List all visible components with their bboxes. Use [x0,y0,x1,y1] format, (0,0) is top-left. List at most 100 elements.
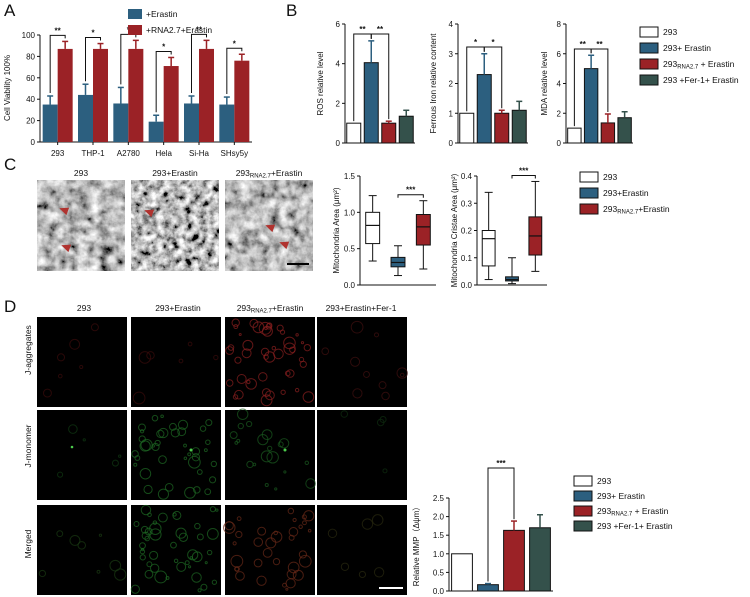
y-tick-label: 80 [26,52,35,61]
cell-signal [158,427,169,439]
cell-signal [172,512,177,517]
cell-signal [147,512,152,518]
fluor-col-label-4: 293+Erastin+Fer-1 [326,303,397,313]
bar [128,48,144,142]
cell-signal [305,478,316,489]
cell-signal [204,561,208,565]
cell-signal [189,448,193,452]
cell-signal [184,486,196,499]
significance-label: ** [55,26,62,35]
cell-signal [199,425,207,432]
cell-signal [237,422,244,430]
chart-b2: 0 1 2 3 4 Ferrous Iron relative content * * [429,20,528,148]
cell-signal [295,333,299,337]
cell-signal [263,354,269,360]
cell-signal [42,388,52,398]
significance-label: ** [196,25,203,34]
legend-swatch [639,74,659,86]
legend-label: 293 +Fer-1+ Erastin [663,75,739,85]
fluorescence-image [131,410,221,500]
cell-signal [134,455,141,461]
bar [459,112,475,144]
y-tick-label: 2 [336,99,341,108]
cell-signal [258,372,268,382]
cell-signal [249,318,259,328]
cell-signal [132,391,146,405]
bar [57,48,73,142]
fluorescence-image [225,410,315,500]
significance-bracket [511,174,536,179]
x-tick-label: THP-1 [81,149,105,158]
cell-signal [304,460,310,466]
bar [234,60,250,142]
significance-label: ** [377,25,384,34]
significance-label: * [91,29,95,38]
cell-signal [283,342,296,355]
cell-signal [280,389,286,395]
cell-signal [378,381,387,390]
legend-swatch [579,187,599,199]
cell-signal [144,535,150,542]
y-tick-label: 0.5 [433,568,445,577]
legend-label: +RNA2.7+Erastin [146,25,212,35]
y-tick-label: 0.0 [344,281,356,290]
cell-signal [114,568,127,581]
legend-swatch [573,520,593,532]
bar [363,62,379,144]
legend-swatch [639,26,659,38]
cell-signal [227,344,235,351]
cell-signal [235,530,243,539]
cell-signal [352,388,363,399]
fluor-col-label-1: 293 [77,303,91,313]
cell-signal [381,391,390,401]
cell-signal [232,394,239,400]
x-tick-label: Hela [155,149,172,158]
cell-signal [209,506,216,513]
y-axis-label: ROS relative level [316,51,325,115]
cell-signal [146,351,155,360]
legend-a: +Erastin +RNA2.7+Erastin [128,9,212,35]
cell-signal [256,575,267,586]
cell-signal [196,469,203,475]
bar [346,122,362,144]
cell-signal [169,422,177,431]
cell-signal [158,455,167,464]
em-image-group [37,180,313,271]
significance-label: * [491,38,495,47]
cell-signal [302,391,315,403]
arrow-marker [61,244,72,253]
cell-signal [374,332,380,338]
cell-signal [176,561,187,572]
cell-signal [363,371,370,378]
legend-c: 293 293+Erastin 293RNA2.7+Erastin [579,171,670,216]
legend-label: 293 [663,27,677,37]
arrow-marker [59,207,70,216]
cell-signal [253,537,264,547]
cell-signal [263,351,276,363]
y-tick-label: 4 [336,60,341,69]
y-tick-label: 100 [22,31,36,40]
significance-bracket [397,194,424,198]
arrow-marker [144,209,155,218]
box [481,230,496,267]
cell-signal [234,566,240,572]
cell-signal [144,569,154,579]
cell-signal [170,541,177,549]
bar [184,103,199,142]
significance-label: *** [496,459,506,468]
fluor-row-label-3: Merged [23,529,33,558]
y-tick-label: 6 [336,20,341,29]
cell-signal [154,439,161,447]
cell-signal [236,373,247,384]
cell-signal [260,347,270,357]
cell-signal [187,549,199,561]
cell-signal [236,438,241,443]
bar [78,94,93,142]
cell-signal [233,324,239,330]
cell-signal [187,452,192,457]
cell-signal [152,520,158,525]
y-tick-label: 2 [449,80,454,89]
